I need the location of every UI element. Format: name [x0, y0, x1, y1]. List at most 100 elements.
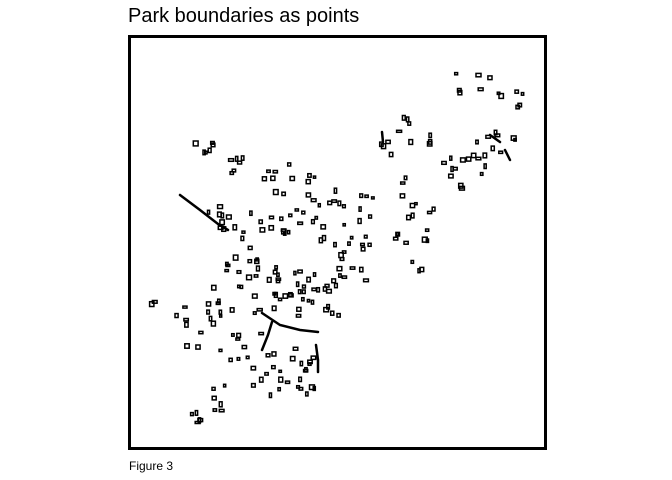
park-boundary-point — [465, 156, 472, 162]
park-boundary-point — [247, 245, 253, 251]
park-boundary-point — [362, 278, 370, 283]
park-boundary-point — [194, 409, 199, 416]
park-boundary-point — [310, 355, 317, 361]
park-boundary-point — [236, 160, 243, 165]
park-boundary-point — [258, 376, 264, 383]
park-boundary-point — [360, 246, 366, 252]
park-boundary-point — [299, 360, 304, 367]
park-linear-feature — [314, 343, 320, 374]
park-boundary-point — [477, 87, 484, 92]
park-boundary-point — [514, 89, 520, 94]
park-boundary-point — [272, 188, 279, 196]
park-boundary-point — [338, 273, 342, 278]
park-boundary-point — [207, 147, 212, 154]
park-boundary-point — [479, 171, 484, 177]
park-boundary-point — [392, 236, 399, 241]
park-boundary-point — [258, 219, 264, 225]
park-boundary-point — [297, 269, 303, 274]
park-boundary-point — [236, 356, 241, 361]
park-boundary-point — [231, 168, 237, 173]
park-boundary-point — [210, 320, 217, 327]
park-boundary-point — [321, 234, 327, 242]
park-boundary-point — [475, 72, 482, 78]
park-boundary-point — [295, 313, 302, 318]
park-boundary-point — [457, 89, 463, 96]
park-boundary-point — [364, 194, 369, 199]
park-boundary-point — [264, 371, 269, 376]
park-boundary-point — [408, 138, 414, 146]
park-boundary-point — [327, 200, 333, 206]
park-boundary-point — [405, 116, 410, 123]
park-linear-feature — [260, 320, 274, 352]
park-boundary-point — [184, 321, 189, 328]
park-boundary-point — [305, 178, 312, 185]
park-boundary-point — [239, 284, 244, 290]
park-boundary-point — [245, 355, 250, 360]
park-boundary-point — [288, 213, 293, 218]
park-boundary-point — [302, 368, 309, 373]
park-boundary-point — [272, 169, 279, 174]
park-boundary-point — [224, 268, 230, 273]
park-boundary-point — [255, 265, 261, 272]
park-boundary-point — [310, 218, 316, 225]
park-boundary-point — [286, 162, 292, 167]
park-boundary-point — [265, 353, 271, 358]
park-boundary-point — [341, 275, 348, 280]
park-boundary-point — [274, 265, 279, 270]
park-boundary-point — [232, 224, 238, 231]
park-boundary-point — [218, 348, 223, 353]
park-boundary-point — [254, 258, 260, 265]
park-boundary-point — [194, 420, 201, 425]
park-boundary-point — [307, 359, 313, 365]
park-boundary-point — [453, 71, 459, 76]
park-boundary-point — [279, 216, 284, 222]
park-boundary-point — [320, 224, 327, 230]
park-boundary-point — [282, 293, 289, 299]
park-boundary-point — [220, 212, 225, 219]
park-boundary-point — [218, 314, 223, 318]
park-boundary-point — [297, 289, 302, 295]
park-boundary-point — [498, 92, 505, 100]
park-boundary-point — [425, 238, 430, 244]
park-boundary-point — [459, 157, 466, 163]
park-boundary-point — [357, 217, 362, 225]
map-title: Park boundaries as points — [128, 5, 360, 27]
park-boundary-point — [206, 309, 211, 315]
park-boundary-point — [399, 193, 406, 199]
park-boundary-point — [225, 214, 232, 220]
park-boundary-point — [487, 75, 493, 81]
park-boundary-point — [308, 384, 316, 391]
park-boundary-point — [310, 198, 317, 203]
park-boundary-point — [266, 169, 271, 174]
park-boundary-point — [349, 235, 354, 240]
park-boundary-point — [266, 276, 272, 283]
park-boundary-point — [407, 121, 412, 126]
park-boundary-point — [306, 276, 312, 283]
park-boundary-point — [301, 210, 306, 215]
park-boundary-point — [195, 344, 201, 350]
park-boundary-point — [211, 386, 216, 391]
park-boundary-point — [447, 173, 454, 179]
park-linear-feature — [488, 133, 502, 144]
park-boundary-point — [367, 214, 373, 219]
park-boundary-point — [202, 149, 206, 156]
park-linear-feature — [503, 148, 512, 162]
park-boundary-point — [347, 241, 351, 246]
park-boundary-point — [426, 140, 433, 147]
park-boundary-point — [336, 265, 343, 272]
park-boundary-point — [304, 391, 309, 397]
park-boundary-point — [359, 242, 366, 247]
park-boundary-point — [295, 281, 300, 288]
park-boundary-point — [341, 204, 347, 209]
park-boundary-point — [289, 355, 296, 362]
park-boundary-point — [247, 258, 253, 264]
park-boundary-point — [475, 139, 479, 145]
park-boundary-point — [490, 145, 496, 152]
park-boundary-point — [475, 156, 482, 161]
park-boundary-point — [218, 408, 225, 413]
park-boundary-point — [210, 142, 216, 148]
park-boundary-point — [403, 240, 409, 245]
map-frame — [128, 35, 547, 450]
park-boundary-point — [367, 242, 372, 248]
park-boundary-point — [272, 291, 277, 296]
